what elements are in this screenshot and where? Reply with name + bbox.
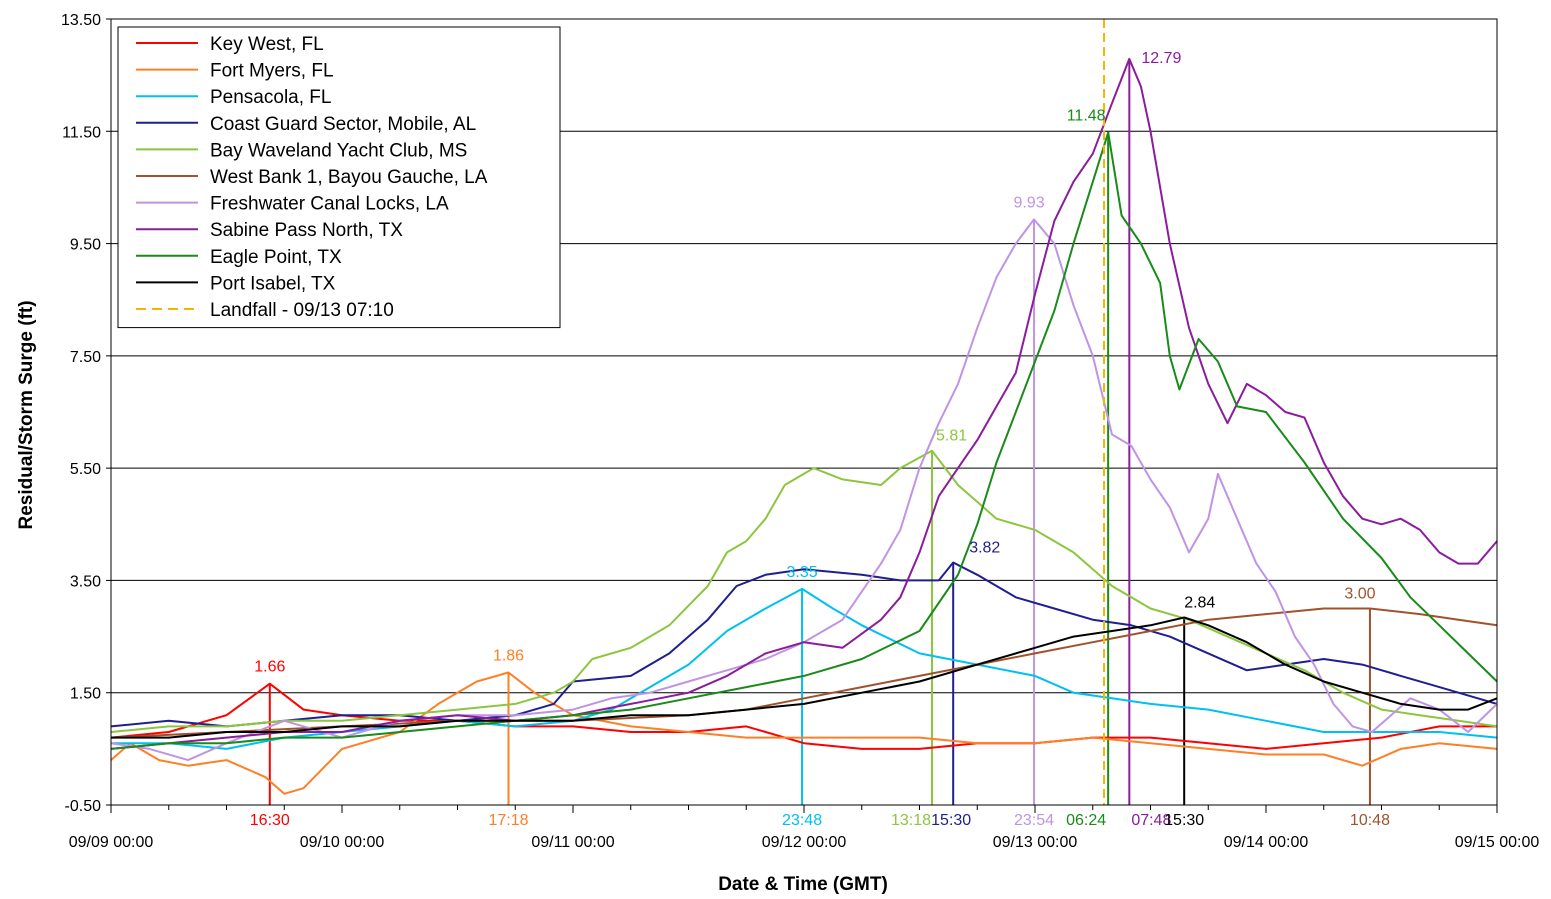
- x-tick-label: 09/12 00:00: [762, 834, 847, 851]
- series-line: [111, 587, 1498, 750]
- x-tick-label: 09/09 00:00: [69, 834, 154, 851]
- y-tick-label: 9.50: [70, 237, 101, 254]
- series-line: [111, 616, 1498, 739]
- x-tick-label: 09/10 00:00: [300, 834, 385, 851]
- series-line: [110, 131, 1498, 750]
- peak-value-label: 3.00: [1344, 586, 1375, 603]
- y-tick-label: 7.50: [70, 349, 101, 366]
- peak-value-label: 3.82: [969, 539, 1000, 556]
- peak-time-label: 23:54: [1014, 812, 1054, 829]
- peak-markers: [268, 58, 1371, 805]
- y-tick-label: 13.50: [61, 12, 101, 29]
- x-tick-label: 09/14 00:00: [1224, 834, 1309, 851]
- legend-label: West Bank 1, Bayou Gauche, LA: [210, 167, 488, 188]
- y-tick-label: 1.50: [70, 686, 101, 703]
- axes: 13.50 11.50 9.50 7.50 5.50 3.50 1.50 -0.50 09/09…: [61, 12, 1539, 851]
- peak-value-label: 5.81: [936, 428, 967, 445]
- y-tick-label: 5.50: [70, 461, 101, 478]
- legend-label: Fort Myers, FL: [210, 61, 334, 82]
- peak-time-label: 15:30: [1164, 812, 1204, 829]
- series-line: [110, 218, 1498, 762]
- legend-label: Coast Guard Sector, Mobile, AL: [210, 114, 476, 135]
- peak-value-label: 9.93: [1013, 194, 1044, 211]
- peak-time-label: 15:30: [931, 812, 971, 829]
- peak-time-label: 16:30: [250, 812, 290, 829]
- y-axis-title: Residual/Storm Surge (ft): [16, 300, 37, 529]
- legend-label: Freshwater Canal Locks, LA: [210, 194, 449, 215]
- legend-label: Eagle Point, TX: [210, 247, 342, 268]
- x-axis-title: Date & Time (GMT): [718, 874, 888, 895]
- legend-box: [117, 26, 561, 329]
- y-tick-label: -0.50: [65, 798, 102, 815]
- peak-value-label: 2.84: [1184, 594, 1215, 611]
- legend-label: Sabine Pass North, TX: [210, 220, 403, 241]
- peak-time-label: 10:48: [1350, 812, 1390, 829]
- legend-label: Bay Waveland Yacht Club, MS: [210, 140, 467, 161]
- y-tick-label: 11.50: [62, 124, 101, 141]
- peak-time-label: 07:48: [1131, 812, 1171, 829]
- peak-value-label: 11.48: [1067, 107, 1106, 124]
- peak-time-label: 13:18: [891, 812, 931, 829]
- series-lines: [110, 57, 1498, 795]
- peak-time-label: 06:24: [1066, 812, 1106, 829]
- x-tick-label: 09/11 00:00: [531, 834, 614, 851]
- y-tick-label: 3.50: [70, 573, 101, 590]
- peak-time-label: 17:18: [488, 812, 528, 829]
- series-line: [110, 682, 1497, 750]
- peak-time-label: 23:48: [782, 812, 822, 829]
- legend-label: Landfall - 09/13 07:10: [210, 300, 394, 321]
- series-line: [110, 671, 1498, 795]
- peak-value-label: 12.79: [1141, 50, 1181, 67]
- peak-value-label: 3.35: [787, 564, 818, 581]
- legend: Key West, FL Fort Myers, FL Pensacola, FL C…: [117, 26, 561, 329]
- legend-label: Pensacola, FL: [210, 87, 331, 108]
- x-tick-label: 09/13 00:00: [993, 834, 1078, 851]
- x-tick-label: 09/15 00:00: [1455, 834, 1540, 851]
- peak-value-label: 1.66: [254, 659, 285, 676]
- peak-value-label: 1.86: [493, 648, 524, 665]
- peak-labels: 1.66 16:30 1.86 17:18 3.35 23:48 5.81 13:18 3.82…: [250, 50, 1390, 829]
- legend-label: Key West, FL: [210, 34, 324, 55]
- legend-label: Port Isabel, TX: [210, 273, 336, 294]
